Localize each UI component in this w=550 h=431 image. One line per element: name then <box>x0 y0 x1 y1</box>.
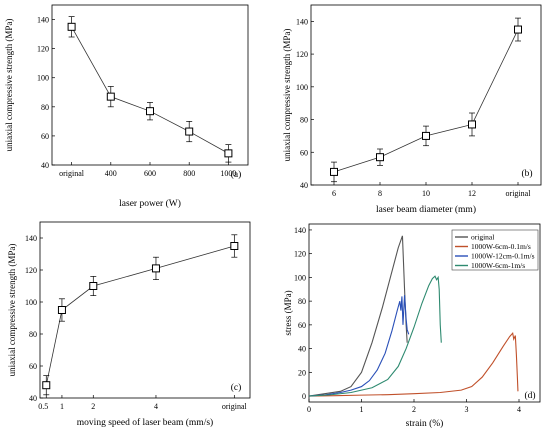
y-tick-label: 60 <box>298 321 306 330</box>
data-point <box>185 127 194 136</box>
x-tick-label: original <box>506 189 532 198</box>
legend-label: 1000W-12cm-0.1m/s <box>471 252 535 261</box>
plot-frame <box>308 223 541 403</box>
y-tick-label: 0 <box>302 392 306 401</box>
legend-label: 1000W-6cm-0.1m/s <box>471 242 531 251</box>
y-tick-label: 100 <box>294 273 306 282</box>
x-axis-label: laser power (W) <box>119 198 181 209</box>
y-tick-label: 140 <box>25 234 37 243</box>
x-tick-label: 1 <box>60 402 64 411</box>
y-tick-label: 60 <box>29 362 37 371</box>
y-tick-label: 140 <box>296 17 308 26</box>
y-axis-label: uniaxial compressive strength (MPa) <box>7 244 17 377</box>
x-tick-label: 12 <box>468 189 476 198</box>
data-point <box>376 153 384 162</box>
x-tick-label: 0.5 <box>38 402 48 411</box>
y-axis-label: stress (MPa) <box>283 290 293 335</box>
y-tick-label: 140 <box>294 226 306 235</box>
x-tick-label: 800 <box>183 169 195 178</box>
y-tick-label: 40 <box>298 345 306 354</box>
series-line <box>71 26 229 154</box>
x-tick-label: original <box>59 169 85 178</box>
y-tick-label: 40 <box>29 394 37 403</box>
series-line-3 <box>308 275 442 397</box>
x-tick-label: 4 <box>154 402 158 411</box>
panel-label: (a) <box>231 169 242 180</box>
data-point <box>468 120 476 129</box>
series-line-1 <box>308 331 519 397</box>
x-tick-label: 6 <box>332 189 336 198</box>
x-tick-label: 600 <box>144 169 156 178</box>
x-tick-label: 400 <box>105 169 117 178</box>
x-tick-label: 0 <box>307 405 311 414</box>
data-point <box>89 282 98 290</box>
series-line-0 <box>308 235 408 397</box>
y-tick-label: 120 <box>37 45 49 54</box>
x-tick-label: original <box>222 402 248 411</box>
panel-label: (d) <box>524 390 535 401</box>
chart-panel-2: 40 60 80 100 120 140 0.5 1 2 4 original uniaxial co… <box>7 221 251 428</box>
data-point <box>224 149 233 158</box>
data-point <box>151 264 160 273</box>
data-point <box>67 22 76 31</box>
y-tick-label: 100 <box>296 83 308 92</box>
x-axis-label: laser beam diameter (mm) <box>376 204 476 215</box>
y-tick-label: 120 <box>294 250 306 259</box>
legend-label: original <box>471 233 494 242</box>
data-point <box>330 167 338 176</box>
y-tick-label: 100 <box>25 298 37 307</box>
y-tick-label: 60 <box>41 132 49 141</box>
y-tick-label: 20 <box>298 368 306 377</box>
series-line <box>45 245 235 386</box>
y-tick-label: 100 <box>37 74 49 83</box>
plot-frame <box>39 221 251 399</box>
y-tick-label: 60 <box>300 148 308 157</box>
y-tick-label: 40 <box>300 181 308 190</box>
series-line-2 <box>308 295 410 397</box>
data-point <box>422 131 430 140</box>
y-tick-label: 120 <box>296 50 308 59</box>
y-axis-label: uniaxial compressive strength (MPa) <box>282 29 292 162</box>
chart-panel-1: 40 60 80 100 120 140 6 8 10 12 original uniaxial co… <box>282 4 542 215</box>
plot-frame <box>51 4 249 166</box>
x-tick-label: 1000 <box>220 169 236 178</box>
x-tick-label: 1 <box>360 405 364 414</box>
y-tick-label: 80 <box>300 116 308 125</box>
y-tick-label: 40 <box>41 161 49 170</box>
legend-label: 1000W-6cm-1m/s <box>471 261 525 270</box>
x-axis-label: moving speed of laser beam (mm/s) <box>77 417 213 428</box>
x-axis-label: strain (%) <box>406 418 444 429</box>
y-tick-label: 80 <box>298 297 306 306</box>
y-axis-label: uniaxial compressive strength (MPa) <box>4 19 14 152</box>
x-tick-label: 2 <box>412 405 416 414</box>
series-line <box>333 29 519 173</box>
data-point <box>230 242 239 250</box>
panel-label: (b) <box>521 168 532 179</box>
x-tick-label: 10 <box>422 189 430 198</box>
y-tick-label: 140 <box>37 16 49 25</box>
y-tick-label: 80 <box>29 330 37 339</box>
plot-frame <box>310 4 542 186</box>
data-point <box>106 92 115 101</box>
data-point <box>146 107 154 116</box>
data-point <box>42 381 51 390</box>
x-tick-label: 4 <box>517 405 521 414</box>
x-tick-label: 2 <box>91 402 95 411</box>
x-tick-label: 3 <box>465 405 469 414</box>
y-tick-label: 120 <box>25 266 37 275</box>
data-point <box>514 25 522 34</box>
y-tick-label: 80 <box>41 103 49 112</box>
panel-label: (c) <box>231 382 242 393</box>
chart-panel-0: 40 60 80 100 120 140 original 400 600 800 1000 unia… <box>4 4 249 209</box>
data-point <box>57 306 66 314</box>
x-tick-label: 8 <box>378 189 382 198</box>
